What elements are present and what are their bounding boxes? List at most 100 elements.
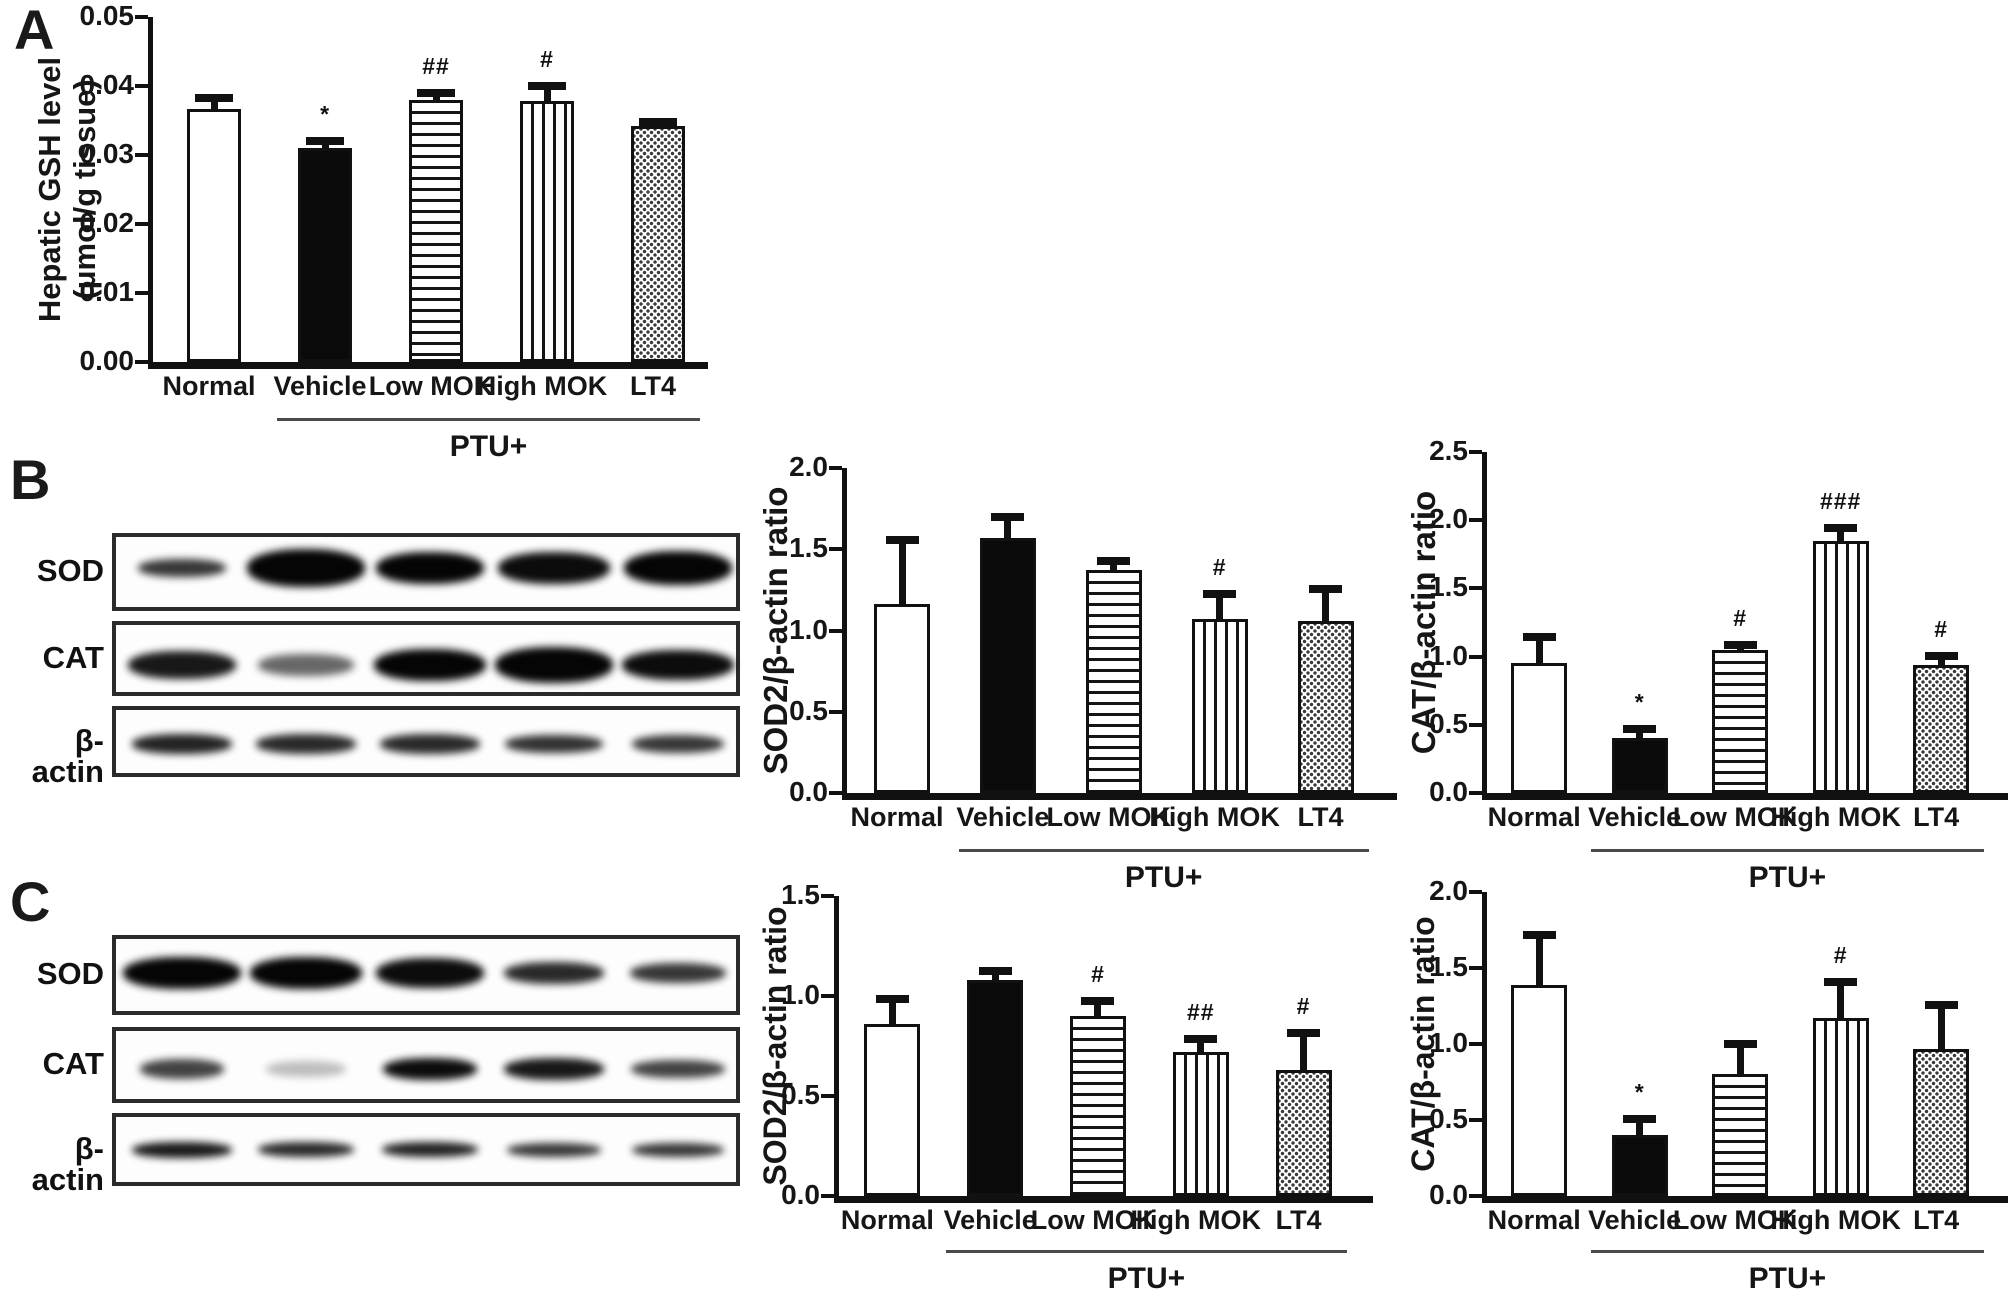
error-bar-stem [1937, 657, 1945, 667]
y-tick-mark [829, 547, 842, 552]
panel-c-cat-chart: CAT/β-actin ratio 0.0 0.5 1.0 1.5 2.0 * # Normal… [1400, 872, 2008, 1303]
y-axis-title-line: SOD2/β-actin ratio [757, 906, 793, 1186]
bar-vehicle [967, 980, 1024, 1196]
bar-vehicle [1611, 1135, 1668, 1196]
bar-normal [1511, 663, 1568, 793]
significance-marker: # [540, 46, 554, 72]
y-tick-mark [135, 153, 148, 157]
blot-band-low-mok [380, 733, 480, 754]
error-bar-cap [1723, 1040, 1757, 1048]
group-bracket-line [277, 418, 701, 421]
blot-box [112, 533, 740, 611]
error-bar-stem [1094, 1002, 1102, 1018]
error-bar-stem [1300, 1034, 1308, 1072]
blot-box [112, 706, 740, 777]
y-tick-mark [1469, 654, 1482, 659]
blot-band-lt4 [630, 963, 727, 983]
blot-box [112, 935, 740, 1015]
y-tick-label: 1.0 [1429, 1027, 1468, 1058]
blot-band-normal [131, 1141, 232, 1158]
bar-low-mok [1085, 570, 1142, 793]
y-tick-label: 0.03 [79, 138, 135, 169]
y-tick-label: 2.0 [789, 451, 828, 482]
blot-row-label-cat: CAT [42, 639, 104, 675]
y-tick-mark [135, 84, 148, 88]
error-bar-stem [210, 99, 218, 111]
group-bracket-line [946, 1250, 1347, 1253]
y-tick-mark [821, 1094, 834, 1098]
y-tick-mark [1469, 1042, 1482, 1046]
blot-band-vehicle [257, 653, 354, 676]
significance-marker: # [1296, 993, 1311, 1019]
group-bracket-line [1590, 1250, 1985, 1253]
group-label-ptu: PTU+ [1107, 1262, 1186, 1295]
bar-low-mok [409, 100, 464, 362]
error-bar-stem [1216, 595, 1224, 621]
y-tick-label: 1.0 [789, 613, 828, 645]
panel-letter-a: A [14, 0, 55, 61]
blot-band-normal [122, 957, 241, 989]
blot-band-high-mok [504, 962, 605, 984]
bar-lt4 [1275, 1070, 1332, 1196]
blot-band-high-mok [505, 734, 604, 753]
blot-band-lt4 [632, 734, 725, 753]
error-bar-stem [1636, 1120, 1644, 1137]
x-category-label: Low MOK [1672, 802, 1798, 832]
error-bar-cap [978, 967, 1012, 975]
x-category-label: High MOK [476, 371, 608, 401]
y-tick-label: 0.02 [79, 207, 135, 238]
y-tick-label: 1.5 [781, 879, 820, 910]
blot-row-label-sod: SOD [36, 956, 104, 991]
error-bar-cap [1309, 585, 1342, 593]
y-tick-label: 1.5 [1429, 571, 1468, 603]
bar-high-mok [1812, 541, 1869, 793]
y-tick-mark [1469, 966, 1482, 970]
bar-low-mok [1712, 650, 1769, 793]
error-bar-stem [1736, 1045, 1744, 1076]
x-category-label: Low MOK [368, 371, 494, 401]
significance-marker: # [1733, 605, 1748, 631]
y-tick-label: 0.0 [789, 776, 828, 807]
error-bar-stem [1837, 529, 1845, 543]
group-label-ptu: PTU+ [449, 430, 528, 463]
x-category-label: Normal [1487, 1205, 1581, 1235]
plot-area: # ## # [834, 896, 1373, 1203]
y-tick-mark [135, 15, 148, 19]
error-bar-cap [306, 137, 345, 145]
bar-vehicle [1611, 738, 1668, 793]
blot-band-vehicle [249, 957, 362, 989]
significance-marker: # [1934, 616, 1949, 642]
y-tick-mark [829, 628, 842, 633]
x-category-label: Vehicle [1588, 802, 1682, 832]
bar-normal [864, 1024, 921, 1196]
y-tick-label: 1.5 [1429, 951, 1468, 982]
x-category-label: Vehicle [956, 802, 1050, 832]
y-tick-mark [829, 791, 842, 795]
significance-marker: ## [1186, 999, 1215, 1025]
y-tick-label: 0.01 [79, 276, 135, 307]
error-bar-stem [543, 87, 551, 103]
y-tick-label: 2.0 [1429, 503, 1468, 535]
error-bar-cap [1287, 1029, 1321, 1037]
significance-marker: * [320, 101, 331, 127]
group-label-ptu: PTU+ [1124, 861, 1203, 894]
blot-band-normal [139, 1059, 224, 1079]
y-tick-label: 0.5 [781, 1079, 820, 1110]
x-category-label: Low MOK [1672, 1205, 1798, 1235]
y-tick-mark [1469, 890, 1482, 894]
error-bar-stem [1837, 983, 1845, 1020]
y-tick-mark [135, 291, 148, 295]
error-bar-cap [1924, 1001, 1958, 1009]
significance-marker: # [1833, 942, 1848, 968]
error-bar-stem [1197, 1040, 1205, 1054]
plot-area: * # ### # [1482, 452, 2008, 800]
x-category-label: High MOK [1149, 802, 1280, 832]
blot-band-low-mok [376, 958, 484, 988]
y-tick-label: 0.0 [781, 1179, 820, 1210]
y-tick-mark [1469, 791, 1482, 795]
group-label-ptu: PTU+ [1748, 1262, 1827, 1295]
blot-box [112, 1027, 740, 1103]
blot-band-high-mok [507, 1142, 602, 1157]
y-tick-label: 0.0 [1429, 776, 1468, 807]
